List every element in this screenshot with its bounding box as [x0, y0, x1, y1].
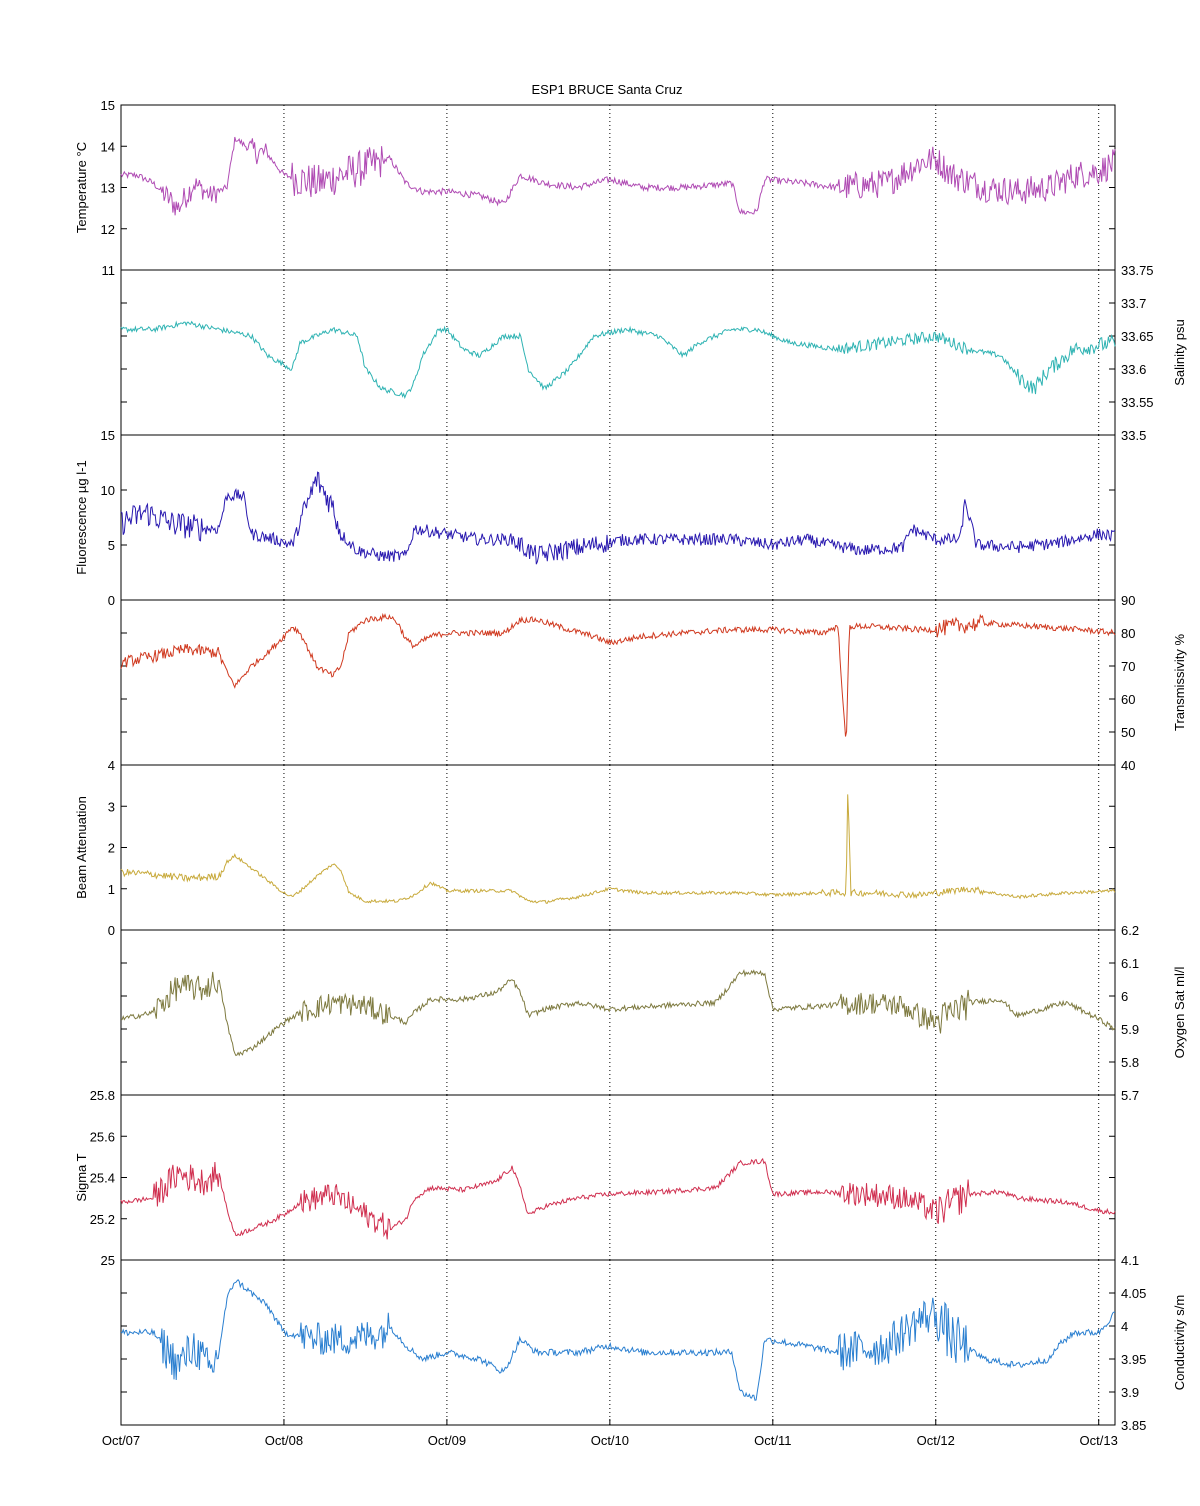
- y-tick-label: 25: [101, 1253, 115, 1268]
- y-tick-label: 5.9: [1121, 1022, 1139, 1037]
- y-tick-label: 50: [1121, 725, 1135, 740]
- series-line-transmissivity: [120, 612, 1116, 737]
- y-tick-label: 4.1: [1121, 1253, 1139, 1268]
- y-tick-label: 6.2: [1121, 923, 1139, 938]
- y-tick-label: 3.85: [1121, 1418, 1146, 1433]
- x-tick-label: Oct/09: [428, 1433, 466, 1448]
- y-tick-label: 90: [1121, 593, 1135, 608]
- y-axis-label: Transmissivity %: [1172, 634, 1187, 731]
- y-tick-label: 1: [108, 882, 115, 897]
- y-tick-label: 80: [1121, 626, 1135, 641]
- y-axis-label: Conductivity s/m: [1172, 1295, 1187, 1390]
- y-tick-label: 6.1: [1121, 956, 1139, 971]
- y-tick-label: 15: [101, 98, 115, 113]
- y-tick-label: 5.7: [1121, 1088, 1139, 1103]
- y-tick-label: 15: [101, 428, 115, 443]
- series-line-oxygen-sat: [120, 969, 1116, 1057]
- x-tick-label: Oct/08: [265, 1433, 303, 1448]
- y-tick-label: 0: [108, 923, 115, 938]
- y-tick-label: 0: [108, 593, 115, 608]
- panel-frame-1: [120, 269, 1116, 436]
- panel-frame-2: [120, 434, 1116, 601]
- y-tick-label: 6: [1121, 989, 1128, 1004]
- series-line-temperature: [120, 136, 1116, 216]
- panel-frame-6: [120, 1094, 1116, 1261]
- y-tick-label: 33.5: [1121, 428, 1146, 443]
- series-line-salinity: [120, 320, 1116, 400]
- y-tick-label: 25.6: [90, 1129, 115, 1144]
- series-line-sigma-t: [120, 1157, 1116, 1240]
- y-tick-label: 5.8: [1121, 1055, 1139, 1070]
- y-axis-label: Salinity psu: [1172, 319, 1187, 385]
- y-axis-label: Beam Attenuation: [74, 796, 89, 899]
- y-axis-label: Fluorescence µg l-1: [74, 460, 89, 574]
- y-axis-label: Sigma T: [74, 1153, 89, 1201]
- y-tick-label: 3: [108, 799, 115, 814]
- y-tick-label: 25.8: [90, 1088, 115, 1103]
- y-tick-label: 12: [101, 222, 115, 237]
- y-tick-label: 33.7: [1121, 296, 1146, 311]
- y-tick-label: 33.75: [1121, 263, 1154, 278]
- series-line-conductivity: [120, 1279, 1116, 1401]
- y-axis-label: Temperature °C: [74, 142, 89, 233]
- y-tick-label: 11: [102, 263, 116, 278]
- series-line-beam-attenuation: [120, 794, 1116, 904]
- y-axis-label: Oxygen Sat ml/l: [1172, 967, 1187, 1059]
- y-tick-label: 33.55: [1121, 395, 1154, 410]
- y-tick-label: 70: [1121, 659, 1135, 674]
- y-tick-label: 13: [101, 181, 115, 196]
- y-tick-label: 2: [108, 841, 115, 856]
- x-tick-label: Oct/13: [1080, 1433, 1118, 1448]
- y-tick-label: 10: [101, 483, 115, 498]
- x-tick-label: Oct/12: [917, 1433, 955, 1448]
- y-tick-label: 4: [1121, 1319, 1128, 1334]
- y-tick-label: 5: [108, 538, 115, 553]
- series-line-fluorescence: [120, 471, 1116, 565]
- x-tick-label: Oct/10: [591, 1433, 629, 1448]
- y-tick-label: 60: [1121, 692, 1135, 707]
- panel-frame-4: [120, 764, 1116, 931]
- y-tick-label: 4: [108, 758, 115, 773]
- panel-frame-7: [120, 1259, 1116, 1426]
- y-tick-label: 40: [1121, 758, 1135, 773]
- y-tick-label: 3.9: [1121, 1385, 1139, 1400]
- y-tick-label: 25.2: [90, 1212, 115, 1227]
- x-tick-label: Oct/07: [102, 1433, 140, 1448]
- y-tick-label: 3.95: [1121, 1352, 1146, 1367]
- y-tick-label: 33.65: [1121, 329, 1154, 344]
- y-tick-label: 4.05: [1121, 1286, 1146, 1301]
- y-tick-label: 25.4: [90, 1171, 115, 1186]
- chart-title: ESP1 BRUCE Santa Cruz: [531, 82, 682, 97]
- y-tick-label: 33.6: [1121, 362, 1146, 377]
- x-tick-label: Oct/11: [754, 1433, 791, 1448]
- y-tick-label: 14: [101, 139, 115, 154]
